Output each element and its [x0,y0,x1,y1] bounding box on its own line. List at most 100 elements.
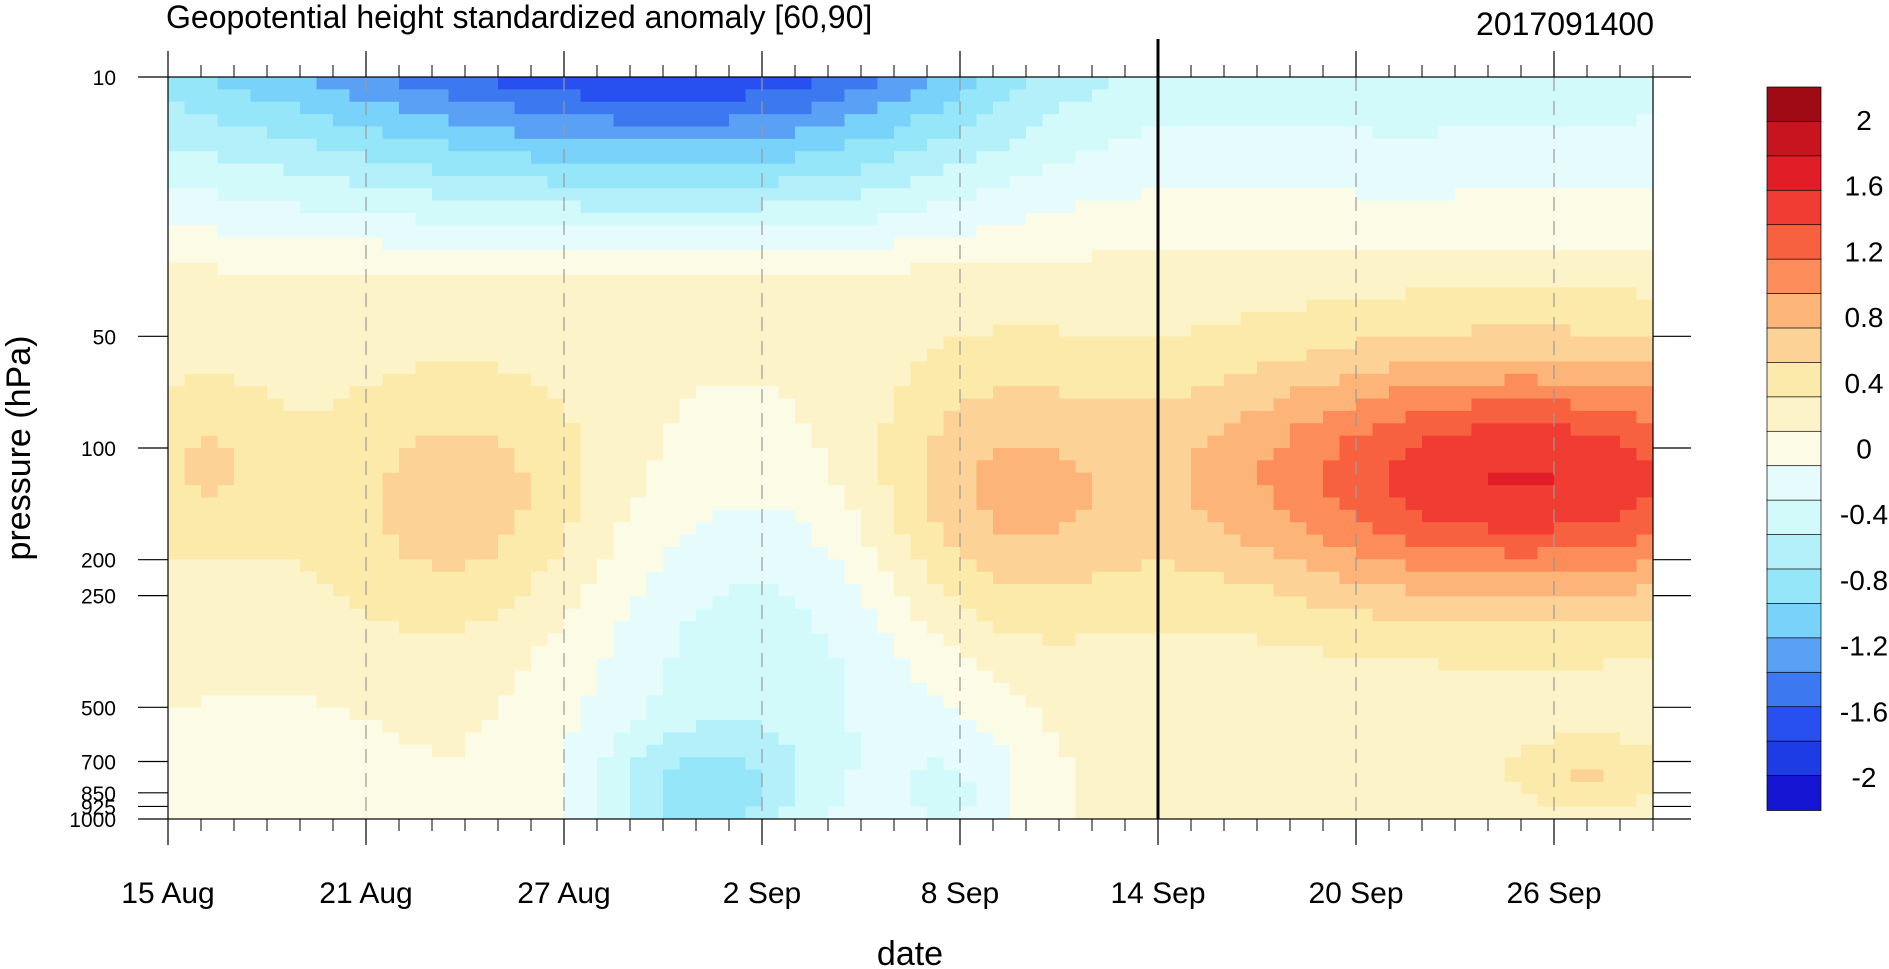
field-cell [1092,361,1110,375]
field-cell [1207,720,1225,734]
field-cell [910,213,928,226]
field-cell [960,250,978,264]
field-cell [976,237,994,251]
field-cell [844,126,862,140]
field-cell [894,349,912,363]
field-cell [910,386,928,400]
field-cell [448,571,466,585]
field-cell [712,410,730,424]
field-cell [283,237,301,251]
field-cell [861,732,879,746]
field-cell [399,262,417,276]
field-cell [729,608,747,622]
field-cell [1405,299,1423,313]
field-cell [1438,151,1456,165]
field-cell [1026,794,1044,808]
field-cell [910,670,928,684]
field-cell [547,460,565,474]
field-cell [960,621,978,635]
field-cell [481,349,499,363]
field-cell [234,213,252,226]
field-cell [250,336,268,350]
field-cell [1158,410,1176,424]
field-cell [679,287,697,301]
field-cell [201,448,219,461]
field-cell [646,311,664,325]
field-cell [399,274,417,288]
field-cell [1389,732,1407,746]
field-cell [1422,188,1440,202]
field-cell [1521,534,1539,548]
field-cell [1191,373,1209,387]
field-cell [778,534,796,548]
field-cell [1257,175,1275,189]
field-cell [1240,274,1258,288]
field-cell [613,732,631,746]
field-cell [613,237,631,251]
field-cell [1059,485,1077,499]
field-cell [1207,361,1225,375]
field-cell [1026,497,1044,511]
field-cell [877,200,895,214]
field-cell [1158,472,1176,486]
field-cell [1009,250,1027,264]
field-cell [1059,361,1077,375]
field-cell [1009,670,1027,684]
field-cell [927,608,945,622]
field-cell [1372,485,1390,499]
field-cell [349,77,367,90]
field-cell [696,596,714,610]
field-cell [481,658,499,672]
field-cell [1438,324,1456,338]
field-cell [1273,311,1291,325]
field-cell [663,732,681,746]
field-cell [1323,682,1341,696]
field-cell [1422,448,1440,461]
field-cell [201,769,219,783]
field-cell [1504,472,1522,486]
field-cell [267,89,285,103]
field-cell [349,645,367,659]
field-cell [1009,114,1027,128]
field-cell [943,287,961,301]
field-cell [960,114,978,128]
field-cell [894,769,912,783]
field-cell [333,633,351,647]
field-cell [283,386,301,400]
field-cell [1125,608,1143,622]
field-cell [910,509,928,523]
field-cell [1521,175,1539,189]
field-cell [1306,732,1324,746]
field-cell [712,114,730,128]
field-cell [811,732,829,746]
field-cell [1108,336,1126,350]
field-cell [1372,707,1390,721]
field-cell [762,522,780,536]
field-cell [1273,757,1291,771]
field-cell [1092,571,1110,585]
field-cell [448,682,466,696]
field-cell [283,621,301,635]
field-cell [250,410,268,424]
field-cell [910,151,928,165]
field-cell [1339,608,1357,622]
field-cell [1125,398,1143,412]
field-cell [696,114,714,128]
field-cell [1273,472,1291,486]
field-cell [795,621,813,635]
field-cell [910,695,928,709]
field-cell [1174,77,1192,90]
field-cell [316,101,334,115]
field-cell [1141,101,1159,115]
field-cell [234,324,252,338]
field-cell [415,274,433,288]
field-cell [894,794,912,808]
field-cell [630,732,648,746]
field-cell [613,571,631,585]
field-cell [844,349,862,363]
field-cell [993,621,1011,635]
field-cell [597,188,615,202]
field-cell [168,126,186,140]
field-cell [168,658,186,672]
field-cell [1191,138,1209,152]
